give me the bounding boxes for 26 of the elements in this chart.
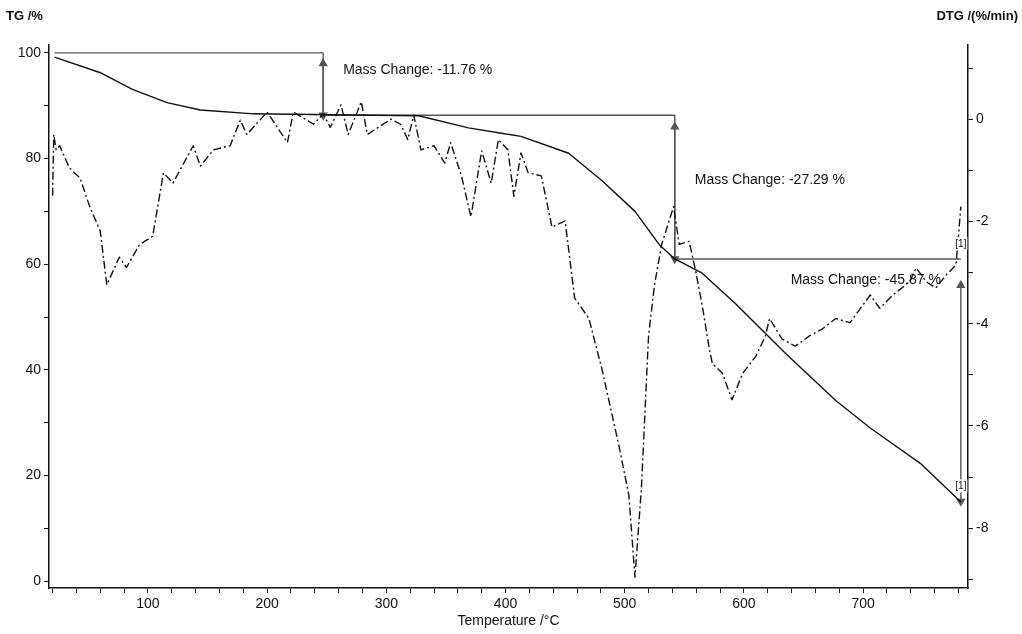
annotation: Mass Change: -11.76 % xyxy=(343,61,493,78)
y2-axis-title: DTG /(%/min) xyxy=(936,8,1018,24)
x-tick-label: 600 xyxy=(732,595,756,612)
y-tick-label: 20 xyxy=(25,466,42,483)
x-tick-label: 500 xyxy=(613,595,637,612)
y-tick-label: 80 xyxy=(25,149,42,166)
annotation: Mass Change: -45.87 % xyxy=(790,270,941,287)
y-tick-label: 40 xyxy=(25,360,42,377)
annotation: Mass Change: -27.29 % xyxy=(694,170,845,187)
y-tick-label: 0 xyxy=(33,571,42,588)
y2-tick-label: -6 xyxy=(976,416,989,433)
y2-tick-label: -4 xyxy=(976,314,989,331)
y2-tick-label: 0 xyxy=(976,110,984,126)
y-tick-label: 100 xyxy=(17,43,42,60)
annotation: [1] xyxy=(955,480,967,492)
annotation: [1] xyxy=(955,237,967,249)
y2-tick-label: -8 xyxy=(976,519,989,536)
x-tick-label: 400 xyxy=(493,595,518,612)
y-tick-label: 60 xyxy=(25,255,42,272)
y-axis-title: TG /% xyxy=(6,8,44,24)
x-tick-label: 300 xyxy=(374,595,399,612)
x-axis-title: Temperature /°C xyxy=(457,612,560,629)
x-tick-label: 100 xyxy=(136,595,160,612)
x-tick-label: 200 xyxy=(255,595,280,612)
y2-tick-label: -2 xyxy=(976,212,989,229)
x-tick-label: 700 xyxy=(851,595,875,612)
